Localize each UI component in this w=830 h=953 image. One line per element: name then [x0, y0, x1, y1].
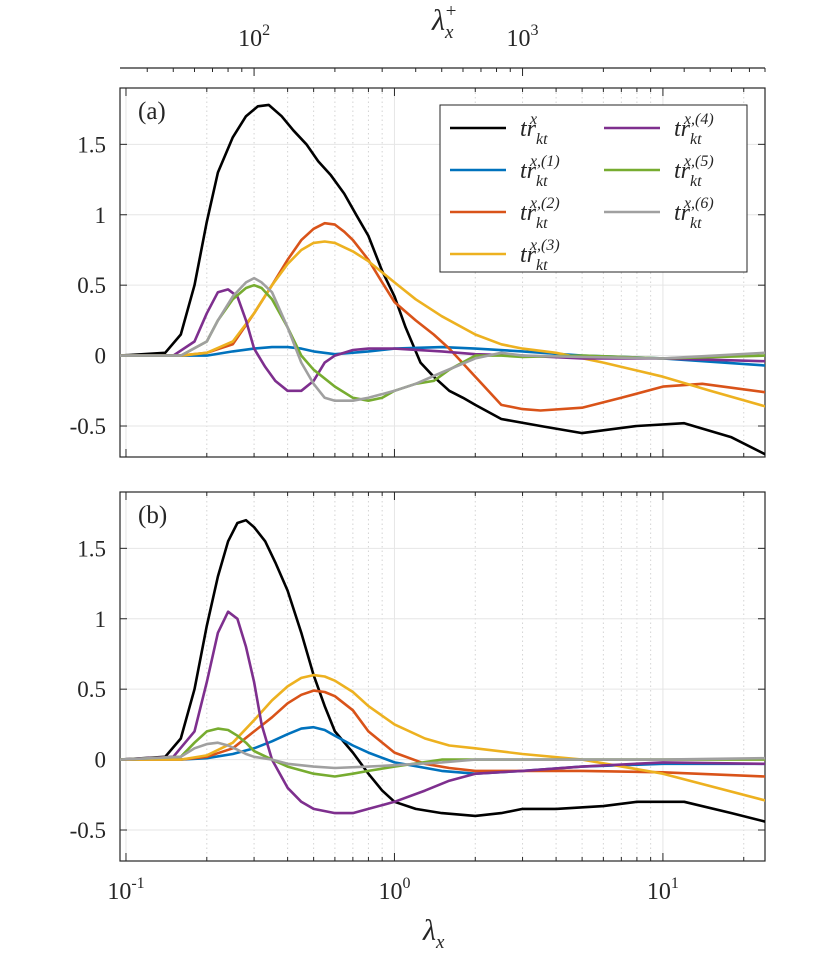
series-line-1	[120, 345, 765, 367]
legend: trktxtrktx,(1)trktx,(2)trktx,(3)trktx,(4…	[439, 104, 748, 274]
y-tick-label: -0.5	[70, 818, 106, 843]
legend-subscript: kt	[536, 131, 548, 148]
legend-subscript: kt	[690, 173, 702, 190]
legend-superscript: x	[529, 111, 537, 128]
bottom-tick-label: 101	[647, 875, 679, 905]
bottom-tick-label: 10-1	[107, 875, 144, 905]
series-line-3	[120, 240, 765, 408]
legend-label: trkt x	[520, 111, 548, 148]
legend-superscript: x,(3)	[529, 237, 560, 254]
legend-label: trkt x,(4)	[674, 111, 714, 148]
panel-b: 1.5 1 0.5 0 -0.5 (b)	[70, 491, 766, 862]
series-line-6	[120, 741, 765, 770]
label-subscript: x	[435, 932, 445, 953]
legend-base: tr	[520, 116, 537, 142]
legend-superscript: x,(1)	[529, 153, 560, 170]
legend-superscript: x,(5)	[683, 153, 714, 170]
legend-superscript: x,(4)	[683, 111, 714, 128]
legend-base: tr	[520, 242, 537, 268]
x-axis-label: λx	[422, 914, 445, 953]
legend-label: trkt x,(6)	[674, 195, 714, 232]
series-line-0	[120, 518, 765, 823]
legend-subscript: kt	[536, 257, 548, 274]
legend-subscript: kt	[690, 131, 702, 148]
tick-exponent: 3	[531, 22, 539, 39]
series-line-4	[120, 610, 765, 815]
y-tick-label: 1.5	[77, 536, 106, 561]
legend-base: tr	[674, 116, 691, 142]
legend-base: tr	[520, 200, 537, 226]
legend-label: trkt x,(2)	[520, 195, 560, 232]
legend-base: tr	[674, 200, 691, 226]
legend-subscript: kt	[690, 215, 702, 232]
legend-superscript: x,(2)	[529, 195, 560, 212]
y-tick-label: 0	[95, 748, 107, 773]
panel-label: (b)	[138, 502, 167, 529]
legend-superscript: x,(6)	[683, 195, 714, 212]
label-symbol: λ	[431, 4, 445, 37]
tick-exponent: 2	[262, 22, 270, 39]
tick-exponent: 0	[402, 875, 410, 892]
tick-base: 10	[507, 26, 531, 52]
label-symbol: λ	[422, 914, 436, 947]
top-tick-label: 103	[507, 22, 539, 52]
y-tick-label: 1	[95, 607, 107, 632]
legend-base: tr	[674, 158, 691, 184]
label-subscript: x	[444, 22, 454, 43]
axes-box	[119, 87, 766, 458]
series-line-4	[120, 288, 765, 393]
label-superscript: +	[444, 1, 457, 22]
bottom-tick-label: 100	[378, 875, 410, 905]
legend-subscript: kt	[536, 173, 548, 190]
y-tick-label: -0.5	[70, 414, 106, 439]
series-line-3	[120, 673, 765, 802]
legend-base: tr	[520, 158, 537, 184]
y-tick-label: 0.5	[77, 273, 106, 298]
tick-base: 10	[238, 26, 262, 52]
legend-subscript: kt	[536, 215, 548, 232]
y-tick-label: 1	[95, 203, 107, 228]
panel-label: (a)	[138, 98, 166, 125]
legend-box	[439, 104, 748, 273]
series-line-0	[120, 103, 765, 456]
legend-label: trkt x,(3)	[520, 237, 560, 274]
tick-exponent: 1	[671, 875, 679, 892]
tick-base: 10	[647, 879, 671, 905]
tick-base: 10	[378, 879, 402, 905]
legend-label: trkt x,(1)	[520, 153, 560, 190]
series-line-6	[120, 276, 765, 402]
top-tick-label: 102	[238, 22, 270, 52]
series-line-5	[120, 283, 765, 402]
legend-label: trkt x,(5)	[674, 153, 714, 190]
y-tick-label: 1.5	[77, 132, 106, 157]
y-tick-label: 0	[95, 344, 107, 369]
series-group	[120, 518, 765, 823]
y-tick-label: 0.5	[77, 677, 106, 702]
tick-exponent: -1	[131, 875, 144, 892]
top-axis-label: λx+	[431, 1, 457, 43]
series-group	[120, 103, 765, 456]
axes-box	[119, 491, 766, 862]
tick-base: 10	[107, 879, 131, 905]
